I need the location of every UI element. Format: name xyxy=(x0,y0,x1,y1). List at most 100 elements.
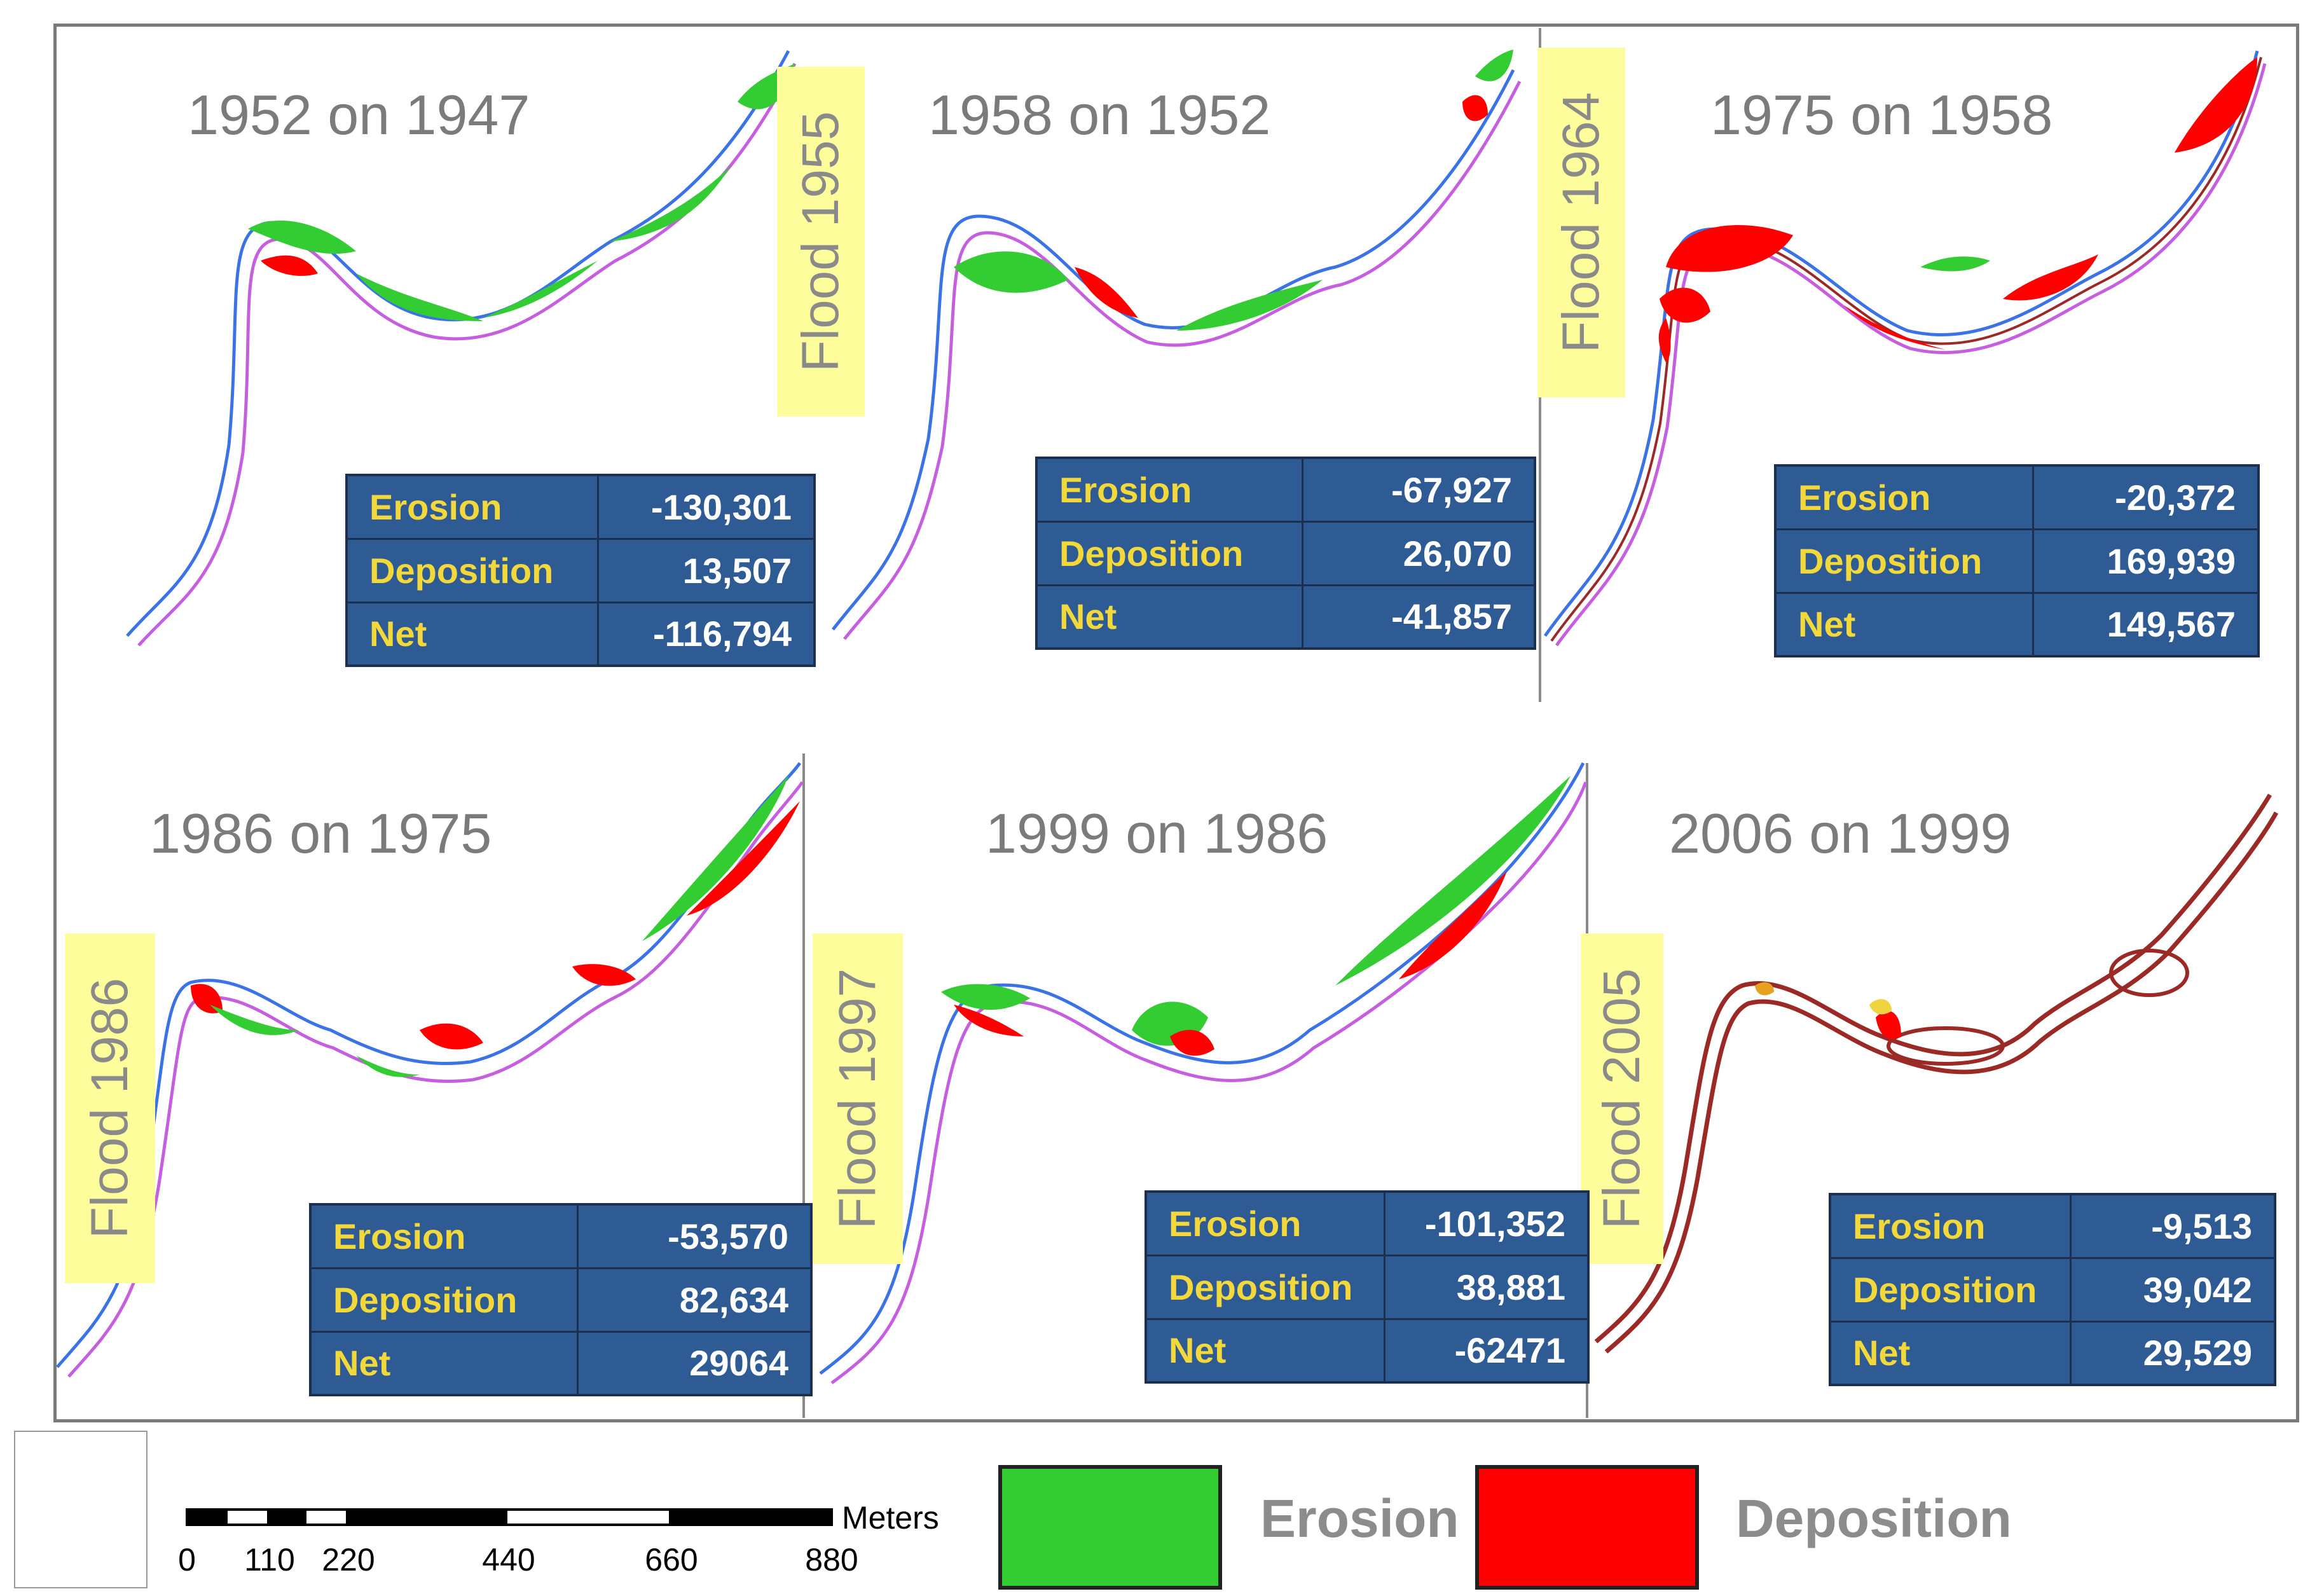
panel-title: 1986 on 1975 xyxy=(149,802,492,865)
stats-row: Deposition 39,042 xyxy=(1829,1256,2276,1323)
stats-row: Deposition 82,634 xyxy=(309,1267,813,1333)
stats-label: Erosion xyxy=(1145,1190,1385,1256)
scale-unit-label: Meters xyxy=(842,1500,939,1536)
flood-label: Flood 1964 xyxy=(1537,48,1625,397)
stats-table: Erosion -101,352 Deposition 38,881 Net -624… xyxy=(1145,1190,1590,1384)
stats-value: -116,794 xyxy=(596,601,816,667)
stats-row: Deposition 13,507 xyxy=(345,537,816,603)
stats-row: Deposition 38,881 xyxy=(1145,1254,1590,1320)
deposition-swatch xyxy=(1475,1465,1699,1590)
erosion-patch xyxy=(941,984,1030,1010)
stats-label: Net xyxy=(309,1330,579,1396)
channel-island xyxy=(1887,1026,2005,1066)
stats-value: 39,042 xyxy=(2069,1256,2276,1323)
deposition-patch xyxy=(2003,254,2098,301)
flood-label: Flood 1986 xyxy=(65,933,155,1283)
stats-row: Deposition 169,939 xyxy=(1774,528,2260,594)
erosion-patch xyxy=(248,220,356,254)
stats-row: Deposition 26,070 xyxy=(1035,520,1536,586)
stats-label: Net xyxy=(1774,591,2034,657)
stats-value: 38,881 xyxy=(1383,1254,1590,1320)
stats-label: Erosion xyxy=(1829,1193,2072,1259)
stats-row: Net 29,529 xyxy=(1829,1320,2276,1386)
channel-outline xyxy=(137,62,797,647)
deposition-patch xyxy=(1755,982,1774,996)
scale-bar-segment xyxy=(188,1511,228,1524)
channel-outline xyxy=(843,80,1522,640)
stats-table: Erosion -67,927 Deposition 26,070 Net -41,8… xyxy=(1035,457,1536,650)
stats-label: Deposition xyxy=(1145,1254,1385,1320)
stats-row: Net -41,857 xyxy=(1035,584,1536,650)
stats-row: Net -116,794 xyxy=(345,601,816,667)
stats-row: Net -62471 xyxy=(1145,1317,1590,1384)
flood-label-text: Flood 2005 xyxy=(1593,968,1651,1230)
stats-value: -62471 xyxy=(1383,1317,1590,1384)
stats-value: -101,352 xyxy=(1383,1190,1590,1256)
channel-outline xyxy=(1543,50,2259,637)
deposition-patch xyxy=(1660,287,1710,323)
scale-bar-segment xyxy=(346,1511,507,1524)
stats-value: 26,070 xyxy=(1301,520,1536,586)
stats-label: Net xyxy=(1145,1317,1385,1384)
stats-value: -9,513 xyxy=(2069,1193,2276,1259)
erosion-legend-label: Erosion xyxy=(1260,1489,1459,1548)
stats-table: Erosion -130,301 Deposition 13,507 Net -116… xyxy=(345,474,816,667)
panel-divider xyxy=(802,753,805,1418)
panel-4-map xyxy=(56,762,804,1378)
stats-label: Deposition xyxy=(1774,528,2034,594)
erosion-patch xyxy=(210,1005,299,1035)
deposition-patch xyxy=(1658,318,1671,362)
stats-label: Deposition xyxy=(1829,1256,2072,1323)
stats-value: -41,857 xyxy=(1301,584,1536,650)
scale-tick-label: 110 xyxy=(244,1542,295,1578)
stats-row: Erosion -101,352 xyxy=(1145,1190,1590,1256)
erosion-patch xyxy=(356,1056,420,1077)
stats-value: -20,372 xyxy=(2032,464,2260,530)
panel-title: 1999 on 1986 xyxy=(986,802,1328,865)
deposition-legend-label: Deposition xyxy=(1736,1489,2012,1548)
erosion-patch xyxy=(356,273,483,321)
channel-island xyxy=(2109,949,2189,997)
panel-2-map xyxy=(832,50,1522,640)
channel-outline xyxy=(1555,63,2267,647)
deposition-patch xyxy=(191,984,223,1014)
channel-outline xyxy=(1550,57,2262,642)
erosion-swatch xyxy=(998,1465,1222,1590)
stats-row: Erosion -20,372 xyxy=(1774,464,2260,530)
deposition-patch xyxy=(261,255,318,276)
stats-value: 169,939 xyxy=(2032,528,2260,594)
stats-row: Net 149,567 xyxy=(1774,591,2260,657)
deposition-patch xyxy=(420,1023,483,1050)
stats-label: Erosion xyxy=(345,474,599,540)
panel-title: 1952 on 1947 xyxy=(188,83,530,146)
deposition-patch xyxy=(954,1005,1024,1036)
scale-tick-label: 220 xyxy=(322,1542,375,1578)
stats-value: -53,570 xyxy=(576,1203,813,1269)
deposition-patch xyxy=(1666,225,1793,272)
deposition-patch xyxy=(1869,999,1892,1015)
stats-value: 149,567 xyxy=(2032,591,2260,657)
stats-value: -67,927 xyxy=(1301,457,1536,523)
erosion-patch xyxy=(1475,50,1513,81)
stats-value: 29,529 xyxy=(2069,1320,2276,1386)
flood-label-text: Flood 1986 xyxy=(81,977,139,1239)
stats-label: Erosion xyxy=(309,1203,579,1269)
stats-row: Erosion -67,927 xyxy=(1035,457,1536,523)
panel-6-map xyxy=(1594,794,2279,1354)
deposition-patch xyxy=(2175,57,2257,153)
channel-outline xyxy=(1594,794,2272,1344)
map-frame xyxy=(53,24,2299,1422)
stats-table: Erosion -9,513 Deposition 39,042 Net 29,529 xyxy=(1829,1193,2276,1386)
stats-label: Deposition xyxy=(345,537,599,603)
stats-row: Erosion -9,513 xyxy=(1829,1193,2276,1259)
flood-label-text: Flood 1997 xyxy=(828,968,887,1230)
stats-label: Erosion xyxy=(1774,464,2034,530)
flood-label: Flood 1955 xyxy=(777,67,865,416)
stats-label: Net xyxy=(1829,1320,2072,1386)
channel-outline xyxy=(126,50,790,637)
stats-row: Erosion -130,301 xyxy=(345,474,816,540)
stats-label: Net xyxy=(1035,584,1303,650)
panel-title: 1958 on 1952 xyxy=(928,83,1271,146)
stats-label: Deposition xyxy=(1035,520,1303,586)
